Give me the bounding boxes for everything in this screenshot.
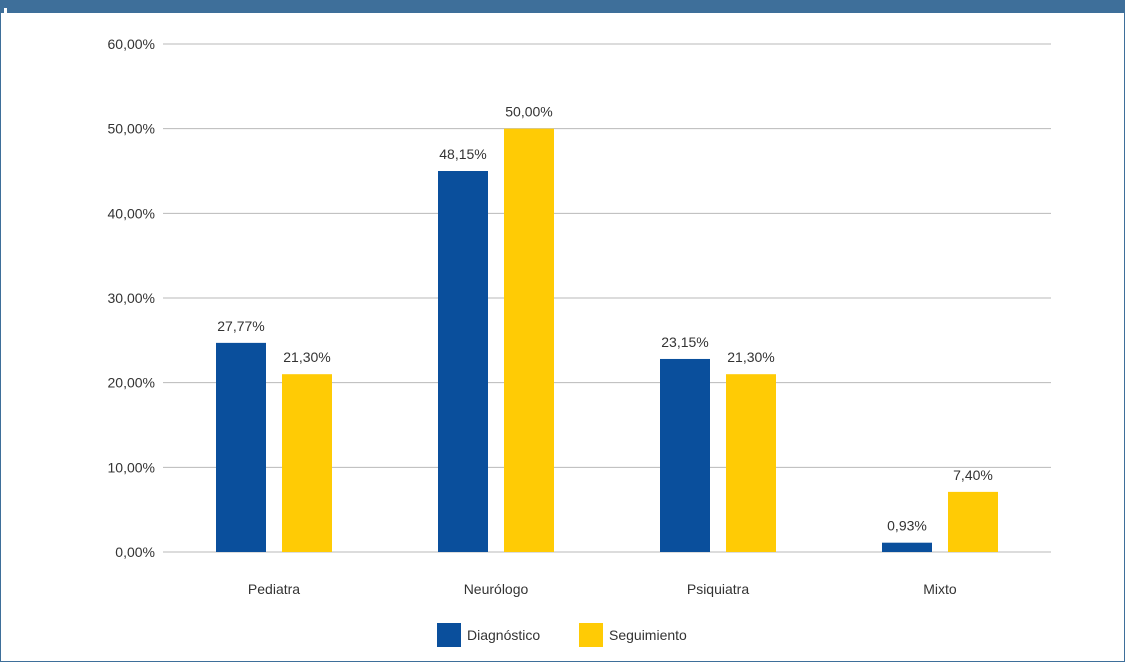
data-label: 48,15% [439,146,486,162]
bar-diagnostico [216,342,266,552]
y-axis-ticks: 0,00% 10,00% 20,00% 30,00% 40,00% 50,00% 60,00… [108,36,155,560]
y-tick-label: 0,00% [115,544,155,560]
data-label: 0,93% [887,518,927,534]
y-tick-label: 30,00% [108,290,155,306]
legend-label: Diagnóstico [467,627,540,643]
data-label: 23,15% [661,334,708,350]
y-tick-label: 20,00% [108,375,155,391]
legend-swatch [579,623,603,647]
bar-diagnostico [882,542,932,552]
bar-diagnostico [438,171,488,552]
data-label: 21,30% [727,349,774,365]
bar-seguimiento [282,374,332,552]
header-notch [4,8,7,13]
data-label: 21,30% [283,349,330,365]
x-axis-categories: Pediatra Neurólogo Psiquiatra Mixto [248,581,957,597]
bar-seguimiento [504,128,554,552]
bar-diagnostico [660,358,710,552]
data-labels: 27,77% 21,30% 48,15% 50,00% 23,15% 21,30% 0,93… [217,104,993,534]
data-label: 7,40% [953,467,993,483]
y-tick-label: 40,00% [108,205,155,221]
legend-label: Seguimiento [609,627,687,643]
y-tick-label: 10,00% [108,459,155,475]
legend: Diagnóstico Seguimiento [437,623,687,647]
bar-seguimiento [948,491,998,552]
y-tick-label: 60,00% [108,36,155,52]
bars [216,128,998,552]
x-category-label: Psiquiatra [687,581,749,597]
x-category-label: Neurólogo [464,581,529,597]
bar-seguimiento [726,374,776,552]
data-label: 27,77% [217,318,264,334]
header-bar [0,0,1125,13]
legend-swatch [437,623,461,647]
data-label: 50,00% [505,104,552,120]
x-category-label: Pediatra [248,581,300,597]
x-category-label: Mixto [923,581,957,597]
y-tick-label: 50,00% [108,121,155,137]
